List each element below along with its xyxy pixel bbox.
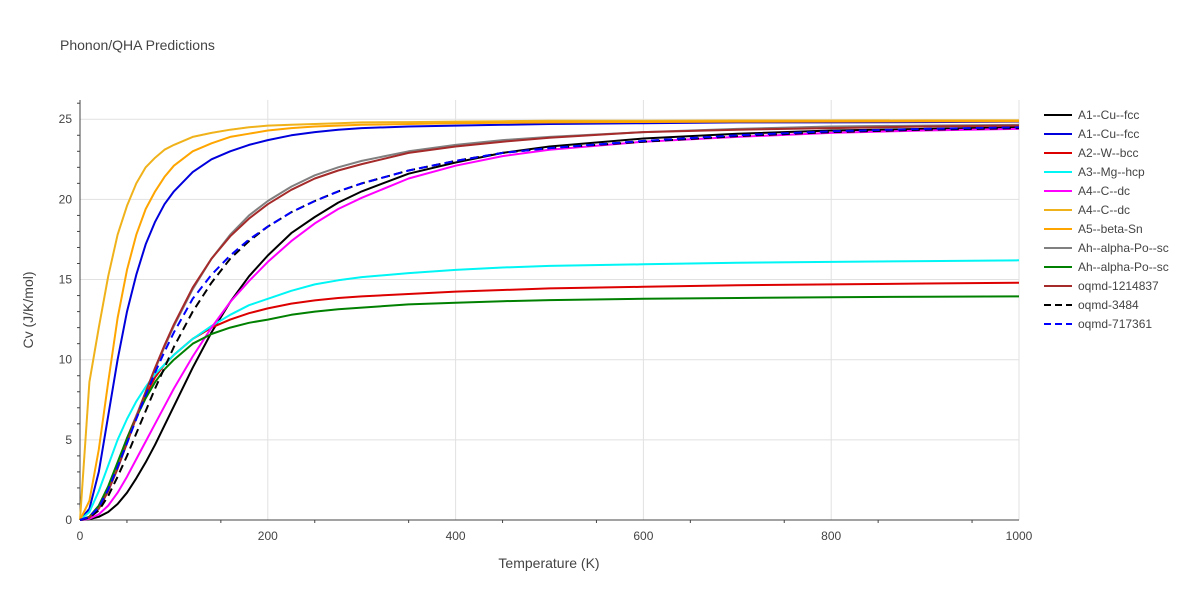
axes: 0 200 400 600 800 1000 0 5 10 15 20 25 (59, 100, 1033, 543)
legend-item[interactable]: A5--beta-Sn (1044, 222, 1143, 236)
plot-area (79, 119, 1020, 521)
y-tick-label: 5 (65, 433, 72, 447)
series-line-4 (79, 259, 1020, 521)
legend-label: A2--W--bcc (1078, 146, 1138, 160)
legend-item[interactable]: oqmd-1214837 (1044, 279, 1159, 293)
x-tick-label: 200 (258, 529, 278, 543)
grid-lines (80, 100, 1020, 520)
series-line-12 (79, 126, 1020, 521)
legend-item[interactable]: A4--C--dc (1044, 203, 1130, 217)
y-tick-label: 15 (59, 273, 73, 287)
series-line-5 (79, 127, 1020, 521)
x-tick-label: 800 (821, 529, 841, 543)
legend-item[interactable]: Ah--alpha-Po--sc (1044, 260, 1169, 274)
y-tick-label: 20 (59, 192, 73, 206)
legend-label: oqmd-717361 (1078, 317, 1152, 331)
x-axis-title: Temperature (K) (498, 555, 599, 571)
legend-item[interactable]: oqmd-717361 (1044, 317, 1152, 331)
y-tick-label: 0 (65, 513, 72, 527)
legend-item[interactable]: Ah--alpha-Po--sc (1044, 241, 1169, 255)
legend-item[interactable]: A1--Cu--fcc (1044, 108, 1139, 122)
legend-label: A4--C--dc (1078, 184, 1130, 198)
y-tick-label: 25 (59, 112, 73, 126)
x-tick-label: 0 (77, 529, 84, 543)
series-line-9 (79, 295, 1020, 521)
series-line-7 (79, 120, 1020, 521)
y-tick-label: 10 (59, 353, 73, 367)
legend-label: A4--C--dc (1078, 203, 1130, 217)
y-axis-title: Cv (J/K/mol) (20, 272, 36, 349)
chart-title: Phonon/QHA Predictions (60, 37, 215, 53)
legend-label: A5--beta-Sn (1078, 222, 1143, 236)
x-tick-label: 600 (633, 529, 653, 543)
legend-label: oqmd-1214837 (1078, 279, 1159, 293)
legend-label: A1--Cu--fcc (1078, 127, 1139, 141)
legend-item[interactable]: A1--Cu--fcc (1044, 127, 1139, 141)
legend-item[interactable]: A2--W--bcc (1044, 146, 1138, 160)
legend-label: Ah--alpha-Po--sc (1078, 241, 1169, 255)
legend[interactable]: A1--Cu--fcc A1--Cu--fcc A2--W--bcc A3--Mg--… (1044, 108, 1169, 331)
legend-item[interactable]: oqmd-3484 (1044, 298, 1139, 312)
series-line-1 (79, 126, 1020, 521)
x-tick-label: 400 (446, 529, 466, 543)
series-line-6 (79, 119, 1019, 521)
legend-label: Ah--alpha-Po--sc (1078, 260, 1169, 274)
legend-label: A3--Mg--hcp (1078, 165, 1145, 179)
x-tick-label: 1000 (1006, 529, 1033, 543)
series-line-2 (79, 120, 1020, 521)
legend-item[interactable]: A3--Mg--hcp (1044, 165, 1145, 179)
legend-label: A1--Cu--fcc (1078, 108, 1139, 122)
legend-item[interactable]: A4--C--dc (1044, 184, 1130, 198)
series-line-8 (79, 123, 1020, 521)
legend-label: oqmd-3484 (1078, 298, 1139, 312)
